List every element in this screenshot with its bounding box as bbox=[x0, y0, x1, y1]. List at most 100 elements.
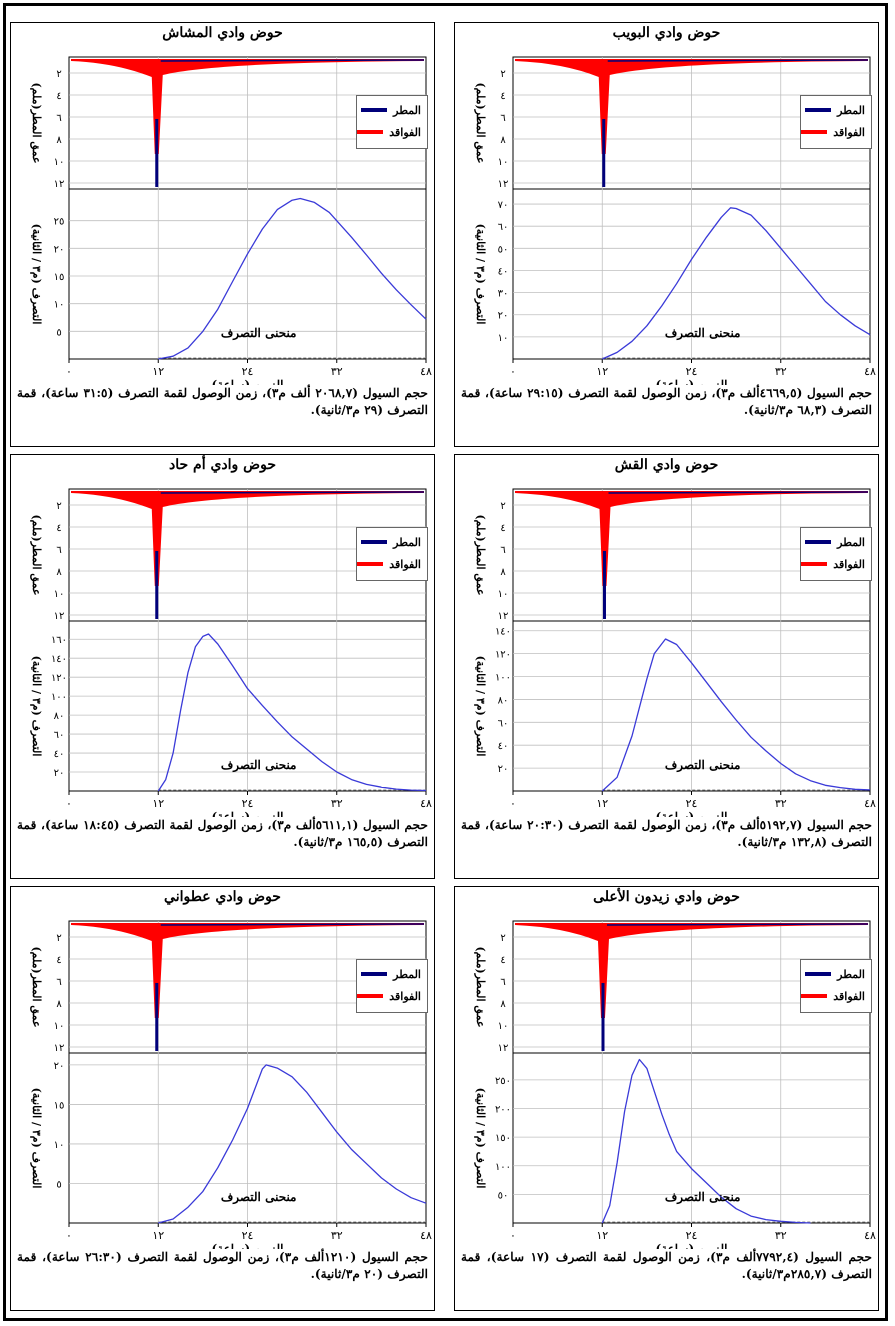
x-tick-label: ٤٨ bbox=[420, 365, 432, 378]
x-tick-label: ١٢ bbox=[152, 1229, 164, 1242]
rain-axis-label: عمق المطر(ملم) bbox=[30, 946, 43, 1027]
discharge-axis-label: التصرف (م٣ / الثانية) bbox=[474, 656, 487, 757]
discharge-tick-label: ٢٠ bbox=[54, 768, 65, 779]
hydrograph-panel: حوض وادي عطواني ٠ ١٢ ٢٤ ٣٢ ٤٨ الزمن (ساعة) ٢ ٤ ٦ ٨… bbox=[10, 886, 435, 1311]
rain-tick-label: ٤ bbox=[500, 955, 505, 966]
rain-tick-label: ٦ bbox=[500, 977, 505, 988]
x-tick-label: ٣٢ bbox=[331, 365, 343, 378]
discharge-tick-label: ٨٠ bbox=[54, 711, 65, 722]
x-tick-label: ٢٤ bbox=[242, 1229, 254, 1242]
discharge-curve bbox=[158, 197, 427, 360]
legend: المطر الفواقد bbox=[800, 527, 872, 581]
x-tick-label: ٣٢ bbox=[775, 1229, 787, 1242]
legend-swatch-rain bbox=[361, 972, 388, 976]
rain-bars bbox=[606, 923, 869, 926]
rain-tick-label: ٨ bbox=[56, 567, 62, 578]
hydrograph-panel: حوض وادي القش ٠ ١٢ ٢٤ ٣٢ ٤٨ الزمن (ساعة) ٢ ٤ ٦ ٨ ١٠… bbox=[454, 454, 879, 879]
discharge-tick-label: ١٤٠ bbox=[495, 627, 511, 638]
discharge-tick-label: ١٠ bbox=[54, 300, 65, 311]
rain-bars bbox=[160, 59, 425, 62]
discharge-tick-label: ١٠ bbox=[498, 333, 509, 344]
discharge-tick-label: ٢٠ bbox=[54, 1061, 65, 1072]
rain-bar-peak bbox=[602, 119, 606, 187]
x-tick-label: ٠ bbox=[510, 1229, 516, 1242]
rain-tick-label: ٦ bbox=[56, 977, 61, 988]
legend-label-losses: الفواقد bbox=[833, 989, 865, 1003]
rain-axis-label: عمق المطر(ملم) bbox=[474, 514, 487, 595]
x-axis-label: الزمن (ساعة) bbox=[655, 810, 727, 817]
x-tick-label: ٢٤ bbox=[242, 365, 254, 378]
x-tick-label: ٤٨ bbox=[420, 797, 432, 810]
legend: المطر الفواقد bbox=[356, 959, 428, 1013]
discharge-tick-label: ٥٠ bbox=[498, 1190, 509, 1201]
discharge-axis-label: التصرف (م٣ / الثانية) bbox=[30, 1088, 43, 1189]
x-tick-label: ٣٢ bbox=[775, 797, 787, 810]
rain-tick-label: ١٢ bbox=[54, 611, 65, 622]
losses-bars bbox=[71, 923, 424, 1018]
discharge-tick-label: ١٤٠ bbox=[51, 654, 67, 665]
discharge-tick-label: ٢٠ bbox=[54, 244, 65, 255]
legend-item-rain: المطر bbox=[805, 535, 865, 549]
rain-tick-label: ١٢ bbox=[498, 611, 509, 622]
discharge-tick-label: ٢٠ bbox=[498, 764, 509, 775]
panel-title: حوض وادي البويب bbox=[612, 25, 721, 41]
rain-tick-label: ٢ bbox=[56, 69, 61, 80]
legend-item-losses: الفواقد bbox=[801, 989, 865, 1003]
discharge-curve bbox=[601, 638, 871, 792]
x-axis-label: الزمن (ساعة) bbox=[211, 1242, 283, 1249]
x-tick-label: ٢٤ bbox=[686, 797, 698, 810]
discharge-tick-label: ٤٠ bbox=[498, 741, 509, 752]
x-tick-label: ٠ bbox=[66, 365, 72, 378]
x-axis-label: الزمن (ساعة) bbox=[655, 378, 727, 385]
x-tick-label: ٤٨ bbox=[420, 1229, 432, 1242]
discharge-tick-label: ١٥ bbox=[54, 1100, 65, 1111]
rain-axis-label: عمق المطر(ملم) bbox=[474, 946, 487, 1027]
figure-frame: حوض وادي البويب ٠ ١٢ ٢٤ ٣٢ ٤٨ الزمن (ساعة) ٢ ٤ ٦ ٨… bbox=[3, 3, 888, 1321]
panel-caption: حجم السيول (٥١٩٢,٧ألف م٣)، زمن الوصول لق… bbox=[461, 818, 872, 849]
discharge-curve bbox=[158, 1064, 427, 1224]
legend-item-losses: الفواقد bbox=[357, 989, 421, 1003]
rain-bar-peak bbox=[601, 983, 605, 1051]
curve-label: منحنى التصرف bbox=[665, 326, 741, 341]
legend-label-losses: الفواقد bbox=[833, 557, 865, 571]
x-tick-label: ٢٤ bbox=[242, 797, 254, 810]
discharge-tick-label: ١٠٠ bbox=[51, 692, 67, 703]
x-axis-label: الزمن (ساعة) bbox=[211, 810, 283, 817]
curve-label: منحنى التصرف bbox=[221, 1190, 297, 1205]
discharge-axis-label: التصرف (م٣ / الثانية) bbox=[30, 656, 43, 757]
rain-bar-peak bbox=[155, 119, 159, 187]
discharge-tick-label: ٧٠ bbox=[498, 200, 509, 211]
legend: المطر الفواقد bbox=[800, 959, 872, 1013]
panel-title: حوض وادي أم حاد bbox=[169, 457, 276, 473]
rain-tick-label: ٦ bbox=[56, 113, 61, 124]
hydrograph-panel: حوض وادي أم حاد ٠ ١٢ ٢٤ ٣٢ ٤٨ الزمن (ساعة) ٢ ٤ ٦ ٨… bbox=[10, 454, 435, 879]
legend-label-rain: المطر bbox=[393, 535, 421, 549]
discharge-tick-label: ٥ bbox=[56, 1179, 61, 1190]
rain-tick-label: ٦ bbox=[56, 545, 61, 556]
discharge-tick-label: ١٠٠ bbox=[495, 673, 511, 684]
panel-caption: حجم السيول (٤٦٦٩,٥ألف م٣)، زمن الوصول لق… bbox=[461, 386, 872, 417]
rain-tick-label: ٢ bbox=[500, 501, 505, 512]
legend-swatch-losses bbox=[801, 994, 828, 998]
rain-axis-label: عمق المطر(ملم) bbox=[30, 82, 43, 163]
rain-tick-label: ١٠ bbox=[54, 589, 65, 600]
legend-label-rain: المطر bbox=[837, 103, 865, 117]
legend-item-rain: المطر bbox=[805, 967, 865, 981]
rain-tick-label: ١٠ bbox=[54, 1021, 65, 1032]
x-tick-label: ١٢ bbox=[596, 365, 608, 378]
legend-swatch-losses bbox=[801, 562, 828, 566]
losses-bars bbox=[71, 491, 424, 586]
hydrograph-panel: حوض وادي زيدون الأعلى ٠ ١٢ ٢٤ ٣٢ ٤٨ الزمن (ساع… bbox=[454, 886, 879, 1311]
rain-tick-label: ٢ bbox=[56, 501, 61, 512]
x-tick-label: ٠ bbox=[510, 365, 516, 378]
legend-swatch-rain bbox=[361, 540, 388, 544]
discharge-curve bbox=[601, 1058, 811, 1224]
curve-label: منحنى التصرف bbox=[221, 326, 297, 341]
legend-item-rain: المطر bbox=[361, 535, 421, 549]
panel-title: حوض وادي القش bbox=[614, 457, 719, 473]
